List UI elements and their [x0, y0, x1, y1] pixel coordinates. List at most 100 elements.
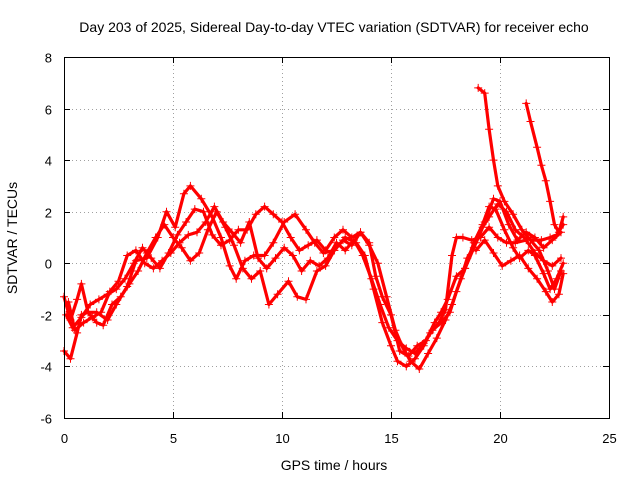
data-point — [269, 238, 278, 247]
y-tick-label: -6 — [40, 412, 52, 427]
data-point — [186, 256, 195, 265]
data-point — [70, 326, 79, 335]
data-point — [376, 300, 385, 309]
data-point — [138, 243, 147, 252]
data-point — [184, 230, 193, 239]
y-tick-label: -2 — [40, 309, 52, 324]
data-point — [493, 233, 502, 242]
data-point — [323, 254, 332, 263]
data-point — [533, 274, 542, 283]
data-point — [445, 308, 454, 317]
data-point — [382, 292, 391, 301]
data-point — [240, 256, 249, 265]
data-point — [493, 181, 502, 190]
data-point — [286, 233, 295, 242]
data-point — [151, 233, 160, 242]
data-point — [177, 243, 186, 252]
data-point — [448, 251, 456, 260]
data-point — [304, 241, 313, 250]
data-point — [94, 295, 103, 304]
data-point — [312, 267, 321, 275]
data-point — [97, 308, 106, 317]
y-tick-label: 4 — [45, 154, 52, 169]
data-point — [365, 241, 374, 250]
data-point — [256, 267, 265, 275]
data-point — [539, 243, 548, 252]
data-point — [225, 261, 234, 270]
data-point — [424, 349, 433, 358]
data-point — [312, 236, 321, 245]
data-point — [105, 287, 114, 296]
data-point — [493, 200, 502, 208]
data-point — [452, 287, 461, 296]
data-point — [260, 202, 269, 211]
data-series — [60, 83, 568, 373]
data-point — [66, 354, 75, 363]
grid — [64, 57, 609, 418]
data-point — [559, 269, 568, 278]
data-point — [513, 236, 522, 245]
data-point — [489, 156, 498, 165]
data-point — [217, 241, 225, 250]
data-point — [524, 246, 533, 255]
data-point — [73, 295, 82, 304]
y-tick-label: 8 — [45, 51, 52, 66]
data-point — [208, 230, 217, 239]
data-point — [367, 274, 376, 283]
data-point — [437, 318, 446, 327]
y-tick-label: 6 — [45, 103, 52, 118]
y-tick-label: 0 — [45, 257, 52, 272]
data-point — [402, 362, 411, 371]
data-point — [539, 269, 548, 278]
data-point — [99, 321, 108, 330]
data-point — [245, 218, 254, 226]
series-trace-g — [472, 236, 568, 306]
data-point — [269, 210, 278, 219]
data-point — [509, 210, 518, 219]
data-point — [341, 246, 350, 255]
data-point — [238, 264, 247, 273]
data-point — [315, 261, 324, 270]
data-point — [306, 256, 315, 265]
data-point — [247, 274, 256, 283]
data-point — [108, 300, 116, 309]
data-point — [402, 344, 411, 353]
data-point — [116, 292, 125, 301]
data-point — [489, 194, 498, 203]
data-point — [554, 228, 563, 237]
data-point — [92, 318, 101, 327]
data-point — [373, 259, 382, 268]
data-point — [134, 267, 143, 275]
data-point — [522, 99, 531, 108]
data-point — [437, 308, 446, 317]
data-point — [62, 310, 71, 319]
data-point — [485, 125, 494, 134]
data-point — [280, 243, 289, 252]
data-point — [193, 228, 201, 237]
data-point — [321, 246, 330, 255]
data-point — [537, 161, 546, 170]
data-point — [537, 236, 546, 245]
data-point — [64, 298, 73, 306]
data-point — [530, 251, 539, 260]
data-point — [147, 254, 156, 263]
data-point — [173, 230, 182, 239]
data-point — [550, 285, 559, 294]
data-point — [541, 176, 550, 185]
data-point — [195, 249, 204, 257]
data-point — [179, 189, 188, 198]
data-point — [452, 272, 461, 281]
data-point — [548, 298, 557, 306]
data-point — [378, 318, 387, 327]
data-point — [114, 277, 123, 286]
data-point — [506, 256, 515, 265]
data-point — [393, 336, 402, 345]
data-point — [526, 236, 535, 245]
x-tick-label: 0 — [61, 431, 68, 446]
series-trace-d — [64, 200, 568, 358]
data-point — [546, 233, 555, 242]
data-point — [302, 225, 310, 234]
data-point — [234, 225, 243, 234]
data-point — [557, 254, 565, 263]
